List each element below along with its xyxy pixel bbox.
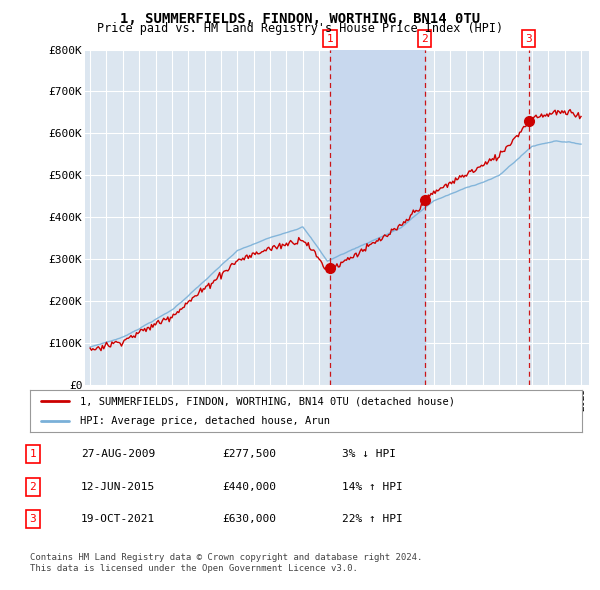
Text: 3: 3	[525, 34, 532, 44]
Text: £440,000: £440,000	[222, 482, 276, 491]
Text: 12-JUN-2015: 12-JUN-2015	[81, 482, 155, 491]
Text: 19-OCT-2021: 19-OCT-2021	[81, 514, 155, 524]
Text: HPI: Average price, detached house, Arun: HPI: Average price, detached house, Arun	[80, 416, 329, 426]
Text: 27-AUG-2009: 27-AUG-2009	[81, 450, 155, 459]
Text: 14% ↑ HPI: 14% ↑ HPI	[342, 482, 403, 491]
Bar	[330, 50, 425, 385]
Text: 22% ↑ HPI: 22% ↑ HPI	[342, 514, 403, 524]
Text: 1: 1	[29, 450, 37, 459]
Text: 1, SUMMERFIELDS, FINDON, WORTHING, BN14 0TU (detached house): 1, SUMMERFIELDS, FINDON, WORTHING, BN14 …	[80, 396, 455, 407]
Text: £277,500: £277,500	[222, 450, 276, 459]
Text: Contains HM Land Registry data © Crown copyright and database right 2024.
This d: Contains HM Land Registry data © Crown c…	[30, 553, 422, 573]
Text: £630,000: £630,000	[222, 514, 276, 524]
Text: 3: 3	[29, 514, 37, 524]
Text: 2: 2	[421, 34, 428, 44]
Text: 3% ↓ HPI: 3% ↓ HPI	[342, 450, 396, 459]
Text: 1, SUMMERFIELDS, FINDON, WORTHING, BN14 0TU: 1, SUMMERFIELDS, FINDON, WORTHING, BN14 …	[120, 12, 480, 26]
Text: 1: 1	[327, 34, 334, 44]
Text: 2: 2	[29, 482, 37, 491]
Text: Price paid vs. HM Land Registry's House Price Index (HPI): Price paid vs. HM Land Registry's House …	[97, 22, 503, 35]
